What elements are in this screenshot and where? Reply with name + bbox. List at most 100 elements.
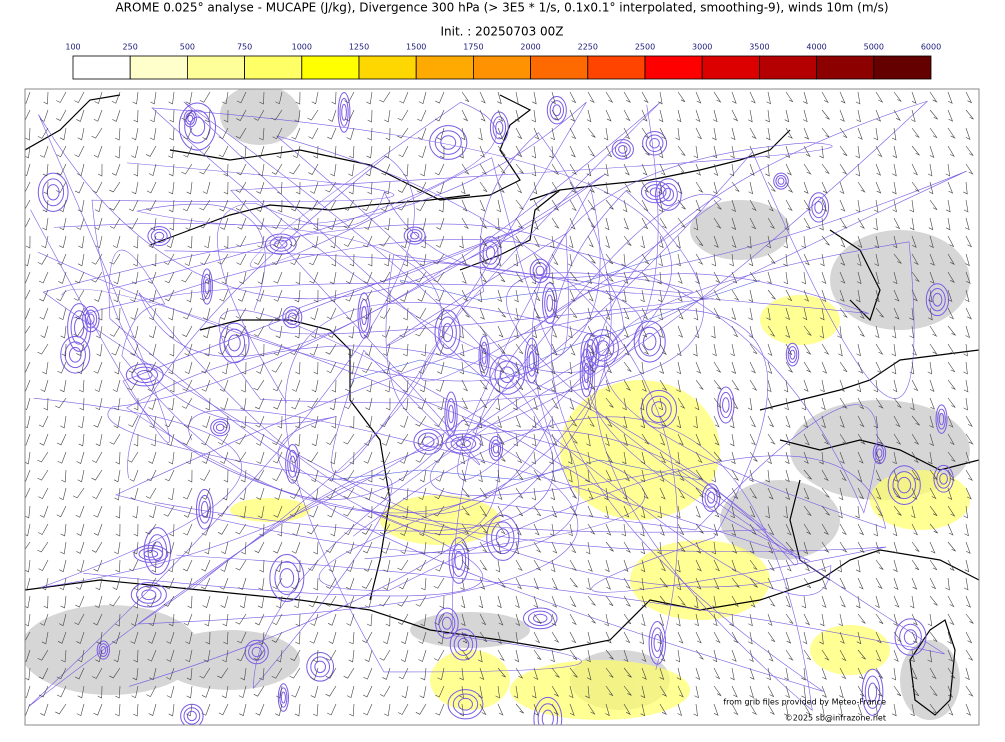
wind-barb <box>311 433 319 447</box>
wind-barb <box>115 559 121 573</box>
wind-barb <box>568 469 573 483</box>
wind-barb <box>437 541 445 555</box>
wind-barb <box>567 379 573 393</box>
wind-barb <box>185 631 193 645</box>
wind-barb <box>311 469 319 483</box>
wind-barb <box>821 487 830 498</box>
wind-barb <box>676 505 681 519</box>
wind-barb <box>461 469 467 482</box>
wind-barb <box>965 109 974 120</box>
wind-barb <box>307 397 319 409</box>
wind-barb <box>839 667 847 680</box>
contour <box>546 95 567 125</box>
wind-barb <box>222 613 229 627</box>
wind-barb <box>235 199 247 211</box>
wind-barb <box>785 451 790 465</box>
wind-barb <box>183 145 193 158</box>
wind-barb <box>328 109 337 122</box>
wind-barb <box>623 217 629 230</box>
wind-barb <box>200 577 211 590</box>
wind-barb <box>131 325 139 339</box>
wind-barb <box>677 217 686 228</box>
wind-barb <box>927 163 933 177</box>
wind-barb <box>712 145 718 159</box>
wind-barb <box>712 181 718 195</box>
wind-barb <box>39 505 49 518</box>
wind-barb <box>461 541 470 552</box>
wind-barb <box>767 271 772 285</box>
colorbar-box <box>644 55 703 80</box>
wind-barb <box>363 703 373 716</box>
wind-barb <box>461 631 468 644</box>
wind-barb <box>479 199 486 212</box>
wind-barb <box>695 163 702 176</box>
wind-barb <box>785 523 792 536</box>
contour <box>136 585 162 604</box>
wind-barb <box>327 127 337 140</box>
wind-barb <box>821 343 830 355</box>
wind-barb <box>623 271 629 284</box>
wind-barb <box>291 541 301 554</box>
contour <box>310 656 331 678</box>
contour <box>489 111 509 145</box>
wind-barb <box>346 127 355 140</box>
wind-barb <box>586 631 592 645</box>
wind-barb <box>348 163 355 177</box>
wind-barb <box>436 217 445 230</box>
wind-barb <box>379 235 391 247</box>
wind-barb <box>749 487 758 499</box>
wind-barb <box>330 289 337 303</box>
wind-barb <box>460 181 466 195</box>
wind-barb <box>658 199 664 213</box>
wind-barb <box>965 685 974 697</box>
wind-barb <box>204 343 211 357</box>
wind-barb <box>479 271 488 283</box>
wind-barb <box>658 91 663 105</box>
wind-barb <box>893 505 902 516</box>
contour <box>438 316 457 349</box>
wind-barb <box>201 433 211 446</box>
wind-barb <box>96 343 103 357</box>
wind-barb <box>272 613 283 625</box>
wind-barb <box>182 199 193 212</box>
wind-barb <box>856 253 862 267</box>
wind-barb <box>711 541 716 555</box>
wind-barb <box>400 523 409 536</box>
wind-barb <box>479 451 486 464</box>
wind-barb <box>533 613 542 624</box>
wind-barb <box>419 379 427 393</box>
wind-barb <box>362 685 373 698</box>
wind-barb <box>95 397 103 411</box>
wind-barb <box>910 109 916 123</box>
wind-barb <box>420 235 427 249</box>
wind-barb <box>910 397 915 411</box>
wind-barb <box>310 685 319 699</box>
wind-barb <box>639 361 644 375</box>
colorbar-label: 3500 <box>749 43 769 52</box>
wind-barb <box>365 163 373 177</box>
wind-barb <box>166 541 175 554</box>
wind-barb <box>217 253 229 265</box>
wind-barb <box>875 163 882 176</box>
wind-barb <box>76 217 85 230</box>
wind-barb <box>623 505 630 518</box>
wind-barb <box>531 163 537 177</box>
contour <box>30 114 878 531</box>
wind-barb <box>893 289 900 302</box>
wind-barb <box>947 541 956 552</box>
wind-barb <box>694 685 699 699</box>
wind-barb <box>25 541 31 550</box>
wind-barb <box>361 577 373 589</box>
wind-barb <box>204 613 211 627</box>
contour <box>339 97 349 127</box>
wind-barb <box>148 703 157 716</box>
wind-barb <box>417 109 427 122</box>
wind-barb <box>259 559 265 573</box>
wind-barb <box>693 217 699 231</box>
wind-barb <box>839 631 845 644</box>
wind-barb <box>605 289 614 301</box>
wind-barb <box>911 433 920 445</box>
wind-barb <box>749 163 755 176</box>
wind-barb <box>605 343 613 356</box>
wind-barb <box>168 559 175 573</box>
